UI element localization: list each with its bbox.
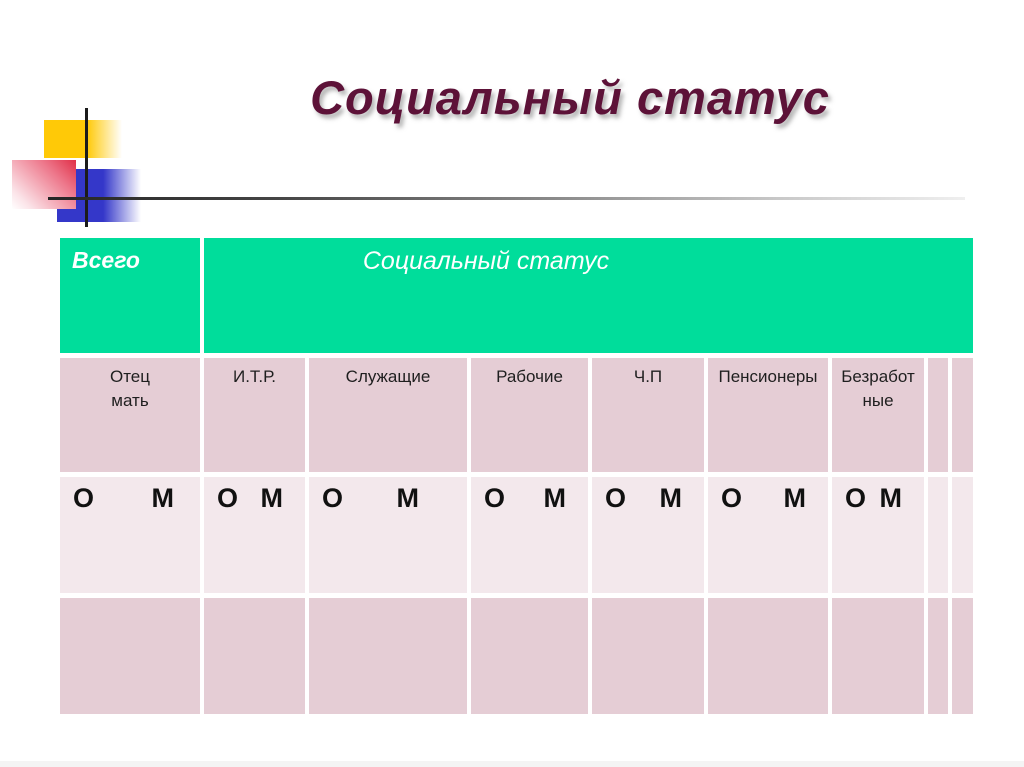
om-cell-chp: О М (592, 477, 704, 593)
father-label: О (845, 483, 867, 513)
mother-label: М (151, 483, 175, 513)
page-title: Социальный статус (310, 71, 830, 124)
empty-cell (952, 598, 973, 714)
column-header-itr: И.Т.Р. (204, 358, 305, 472)
empty-cell (309, 598, 467, 714)
empty-cell (471, 598, 588, 714)
empty-cell (928, 598, 948, 714)
header-cell-social-status: Социальный статус (204, 238, 973, 353)
mother-label: М (260, 483, 284, 513)
father-label: О (605, 483, 627, 513)
column-header-parents: Отец мать (60, 358, 200, 472)
father-label: О (484, 483, 506, 513)
column-header-chp: Ч.П (592, 358, 704, 472)
decor-yellow-square (44, 120, 122, 158)
om-cell-employees: О М (309, 477, 467, 593)
decor-pink-square (12, 160, 76, 209)
decor-vertical-line (85, 108, 88, 227)
om-cell-narrow-1 (928, 477, 948, 593)
header-cell-total: Всего (60, 238, 200, 353)
column-header-employees: Служащие (309, 358, 467, 472)
father-label: О (217, 483, 239, 513)
mother-label: М (543, 483, 567, 513)
empty-cell (204, 598, 305, 714)
mother-label: М (783, 483, 807, 513)
om-cell-unemployed: О М (832, 477, 924, 593)
column-header-unemployed: Безработ ные (832, 358, 924, 472)
mother-label: М (659, 483, 683, 513)
father-label: О (721, 483, 743, 513)
column-header-workers: Рабочие (471, 358, 588, 472)
slide-bottom-edge (0, 761, 1024, 767)
empty-cell (708, 598, 828, 714)
mother-label: М (879, 483, 903, 513)
title-divider-line (48, 197, 965, 200)
column-header-pensioners: Пенсионеры (708, 358, 828, 472)
father-label: О (322, 483, 344, 513)
mother-label: М (396, 483, 420, 513)
om-cell-workers: О М (471, 477, 588, 593)
empty-cell (832, 598, 924, 714)
om-cell-itr: О М (204, 477, 305, 593)
social-status-table: Всего Социальный статус Отец мать И.Т.Р.… (60, 238, 973, 714)
column-header-narrow-2 (952, 358, 973, 472)
empty-cell (592, 598, 704, 714)
om-cell-parents: О М (60, 477, 200, 593)
empty-cell (60, 598, 200, 714)
om-cell-pensioners: О М (708, 477, 828, 593)
column-header-narrow-1 (928, 358, 948, 472)
om-cell-narrow-2 (952, 477, 973, 593)
father-label: О (73, 483, 95, 513)
